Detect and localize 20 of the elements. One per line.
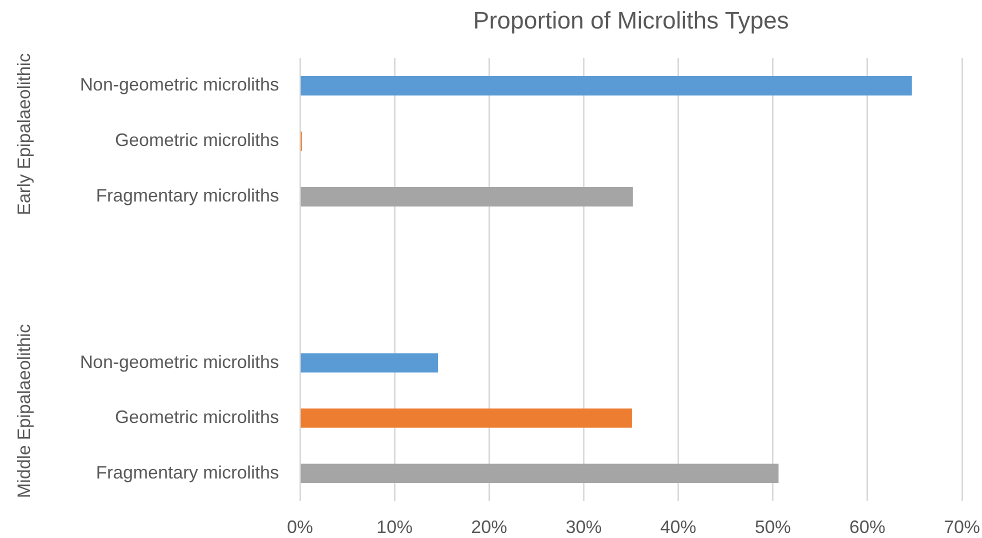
chart-title: Proportion of Microliths Types [473,8,789,35]
x-tick-label: 40% [660,516,696,537]
bar [300,464,779,484]
bar [300,353,438,373]
x-tick-label: 0% [286,516,314,537]
y-tick-label: Fragmentary microliths [96,186,279,206]
y-axis-title: Early Epipalaeolithic [14,53,34,216]
x-tick-label: 20% [471,516,508,537]
y-tick-label: Fragmentary microliths [96,462,279,482]
y-axis-title: Middle Epipalaeolithic [14,324,34,498]
y-tick-label: Non-geometric microliths [80,74,279,95]
y-tick-label: Non-geometric microliths [80,352,279,372]
x-tick-label: 70% [944,516,980,537]
x-tick-label: 50% [754,516,791,537]
x-tick-label: 30% [566,516,602,537]
y-tick-label: Geometric microliths [114,407,279,428]
y-tick-label: Geometric microliths [114,130,279,150]
x-tick-label: 10% [376,516,413,537]
bar [300,408,632,428]
x-tick-label: 60% [849,516,886,537]
